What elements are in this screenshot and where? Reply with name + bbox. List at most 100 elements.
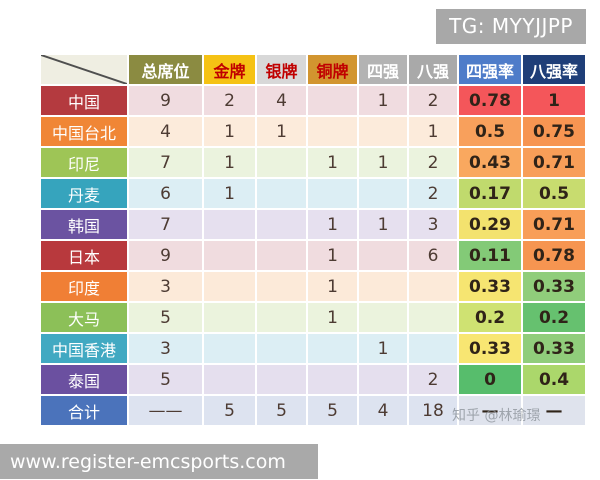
value-cell-9-2 bbox=[257, 365, 306, 394]
value-cell-1-5: 1 bbox=[409, 117, 457, 146]
value-cell-2-0: 7 bbox=[129, 148, 202, 177]
header-cell-4: 四强 bbox=[359, 55, 407, 84]
value-cell-2-2 bbox=[257, 148, 306, 177]
rate-cell-7-7: 0.2 bbox=[523, 303, 585, 332]
value-cell-3-4 bbox=[359, 179, 407, 208]
header-cell-6: 四强率 bbox=[459, 55, 521, 84]
value-cell-5-5: 6 bbox=[409, 241, 457, 270]
rate-cell-6-6: 0.33 bbox=[459, 272, 521, 301]
value-cell-5-1 bbox=[204, 241, 255, 270]
rate-cell-3-7: 0.5 bbox=[523, 179, 585, 208]
value-cell-5-4 bbox=[359, 241, 407, 270]
value-cell-7-4 bbox=[359, 303, 407, 332]
value-cell-5-3: 1 bbox=[308, 241, 357, 270]
value-cell-0-5: 2 bbox=[409, 86, 457, 115]
value-cell-10-5: 18 bbox=[409, 396, 457, 425]
value-cell-0-0: 9 bbox=[129, 86, 202, 115]
corner-diagonal-line bbox=[41, 55, 127, 84]
value-cell-3-0: 6 bbox=[129, 179, 202, 208]
value-cell-4-0: 7 bbox=[129, 210, 202, 239]
value-cell-10-0: —— bbox=[129, 396, 202, 425]
rate-cell-1-7: 0.75 bbox=[523, 117, 585, 146]
value-cell-1-3 bbox=[308, 117, 357, 146]
value-cell-6-1 bbox=[204, 272, 255, 301]
watermark: 知乎 @林瑜璟 bbox=[452, 408, 541, 424]
value-cell-8-3 bbox=[308, 334, 357, 363]
corner-cell bbox=[41, 55, 127, 84]
value-cell-8-2 bbox=[257, 334, 306, 363]
row-label-2: 印尼 bbox=[41, 148, 127, 177]
header-cell-0: 总席位 bbox=[129, 55, 202, 84]
value-cell-2-5: 2 bbox=[409, 148, 457, 177]
value-cell-3-5: 2 bbox=[409, 179, 457, 208]
tg-badge: TG: MYYJJPP bbox=[436, 9, 586, 44]
value-cell-0-2: 4 bbox=[257, 86, 306, 115]
value-cell-8-5 bbox=[409, 334, 457, 363]
footer-url: www.register-emcsports.com bbox=[10, 450, 286, 473]
rate-cell-4-7: 0.71 bbox=[523, 210, 585, 239]
rate-cell-2-6: 0.43 bbox=[459, 148, 521, 177]
footer-bar: www.register-emcsports.com bbox=[0, 444, 318, 479]
value-cell-7-1 bbox=[204, 303, 255, 332]
row-label-10: 合计 bbox=[41, 396, 127, 425]
rate-cell-0-7: 1 bbox=[523, 86, 585, 115]
value-cell-5-2 bbox=[257, 241, 306, 270]
value-cell-9-5: 2 bbox=[409, 365, 457, 394]
rate-cell-9-6: 0 bbox=[459, 365, 521, 394]
rate-cell-10-7: — bbox=[523, 396, 585, 425]
value-cell-9-3 bbox=[308, 365, 357, 394]
header-cell-3: 铜牌 bbox=[308, 55, 357, 84]
value-cell-4-3: 1 bbox=[308, 210, 357, 239]
value-cell-8-1 bbox=[204, 334, 255, 363]
row-label-4: 韩国 bbox=[41, 210, 127, 239]
value-cell-7-3: 1 bbox=[308, 303, 357, 332]
value-cell-4-4: 1 bbox=[359, 210, 407, 239]
value-cell-3-1: 1 bbox=[204, 179, 255, 208]
rate-cell-9-7: 0.4 bbox=[523, 365, 585, 394]
value-cell-6-2 bbox=[257, 272, 306, 301]
value-cell-0-3 bbox=[308, 86, 357, 115]
rate-cell-8-7: 0.33 bbox=[523, 334, 585, 363]
value-cell-8-4: 1 bbox=[359, 334, 407, 363]
value-cell-2-4: 1 bbox=[359, 148, 407, 177]
medal-table: 总席位 金牌 银牌 铜牌 四强 八强 四强率 八强率 中国 9 2 4 1 2 0.78 1 中国台北 4 1 1 1 0… bbox=[41, 55, 585, 425]
value-cell-4-1 bbox=[204, 210, 255, 239]
row-label-7: 大马 bbox=[41, 303, 127, 332]
row-label-8: 中国香港 bbox=[41, 334, 127, 363]
value-cell-3-3 bbox=[308, 179, 357, 208]
value-cell-10-3: 5 bbox=[308, 396, 357, 425]
rate-cell-7-6: 0.2 bbox=[459, 303, 521, 332]
row-label-5: 日本 bbox=[41, 241, 127, 270]
value-cell-8-0: 3 bbox=[129, 334, 202, 363]
value-cell-7-5 bbox=[409, 303, 457, 332]
value-cell-4-5: 3 bbox=[409, 210, 457, 239]
rate-cell-8-6: 0.33 bbox=[459, 334, 521, 363]
rate-cell-1-6: 0.5 bbox=[459, 117, 521, 146]
rate-cell-6-7: 0.33 bbox=[523, 272, 585, 301]
value-cell-1-2: 1 bbox=[257, 117, 306, 146]
rate-cell-5-6: 0.11 bbox=[459, 241, 521, 270]
rate-cell-10-6: — bbox=[459, 396, 521, 425]
row-label-1: 中国台北 bbox=[41, 117, 127, 146]
row-label-9: 泰国 bbox=[41, 365, 127, 394]
value-cell-5-0: 9 bbox=[129, 241, 202, 270]
value-cell-1-0: 4 bbox=[129, 117, 202, 146]
value-cell-6-4 bbox=[359, 272, 407, 301]
value-cell-4-2 bbox=[257, 210, 306, 239]
value-cell-10-2: 5 bbox=[257, 396, 306, 425]
header-cell-1: 金牌 bbox=[204, 55, 255, 84]
value-cell-9-4 bbox=[359, 365, 407, 394]
value-cell-6-0: 3 bbox=[129, 272, 202, 301]
value-cell-9-0: 5 bbox=[129, 365, 202, 394]
value-cell-6-3: 1 bbox=[308, 272, 357, 301]
rate-cell-0-6: 0.78 bbox=[459, 86, 521, 115]
row-label-0: 中国 bbox=[41, 86, 127, 115]
value-cell-0-1: 2 bbox=[204, 86, 255, 115]
rate-cell-5-7: 0.78 bbox=[523, 241, 585, 270]
row-label-6: 印度 bbox=[41, 272, 127, 301]
rate-cell-3-6: 0.17 bbox=[459, 179, 521, 208]
value-cell-10-1: 5 bbox=[204, 396, 255, 425]
value-cell-3-2 bbox=[257, 179, 306, 208]
header-cell-5: 八强 bbox=[409, 55, 457, 84]
